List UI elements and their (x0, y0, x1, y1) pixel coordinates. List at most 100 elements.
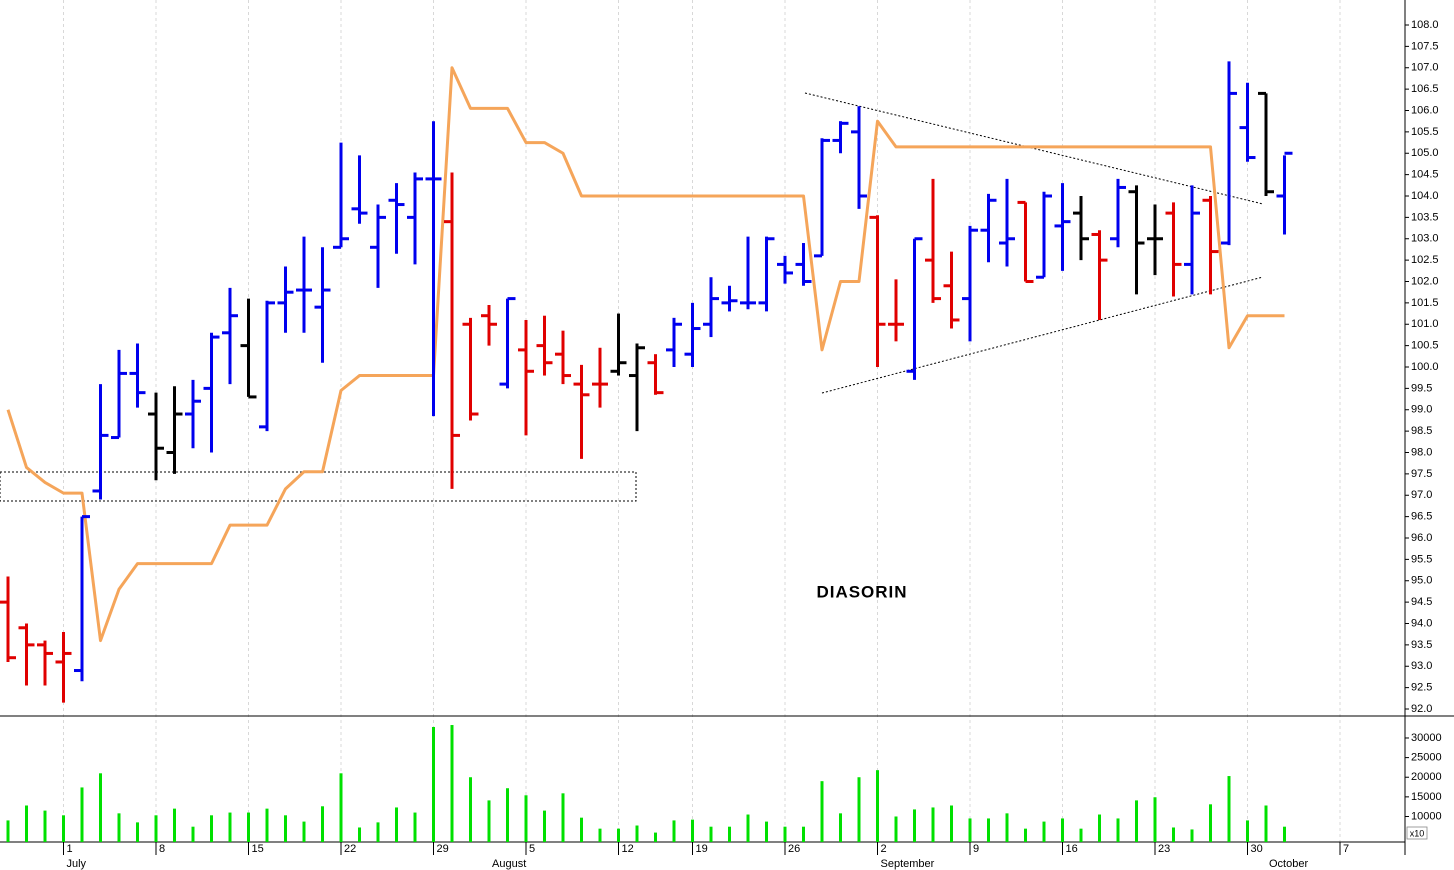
y-tick-label: 102.0 (1411, 275, 1439, 287)
volume-bar (487, 800, 491, 842)
x-tick-label: 30 (1251, 843, 1263, 855)
y-tick-label: 107.0 (1411, 62, 1439, 74)
volume-bar (154, 815, 158, 842)
y-tick-label: 93.0 (1411, 660, 1432, 672)
volume-bar (894, 816, 898, 842)
chart-title: DIASORIN (816, 582, 907, 601)
volume-bar (25, 805, 28, 842)
volume-bar (99, 773, 102, 842)
volume-bar (820, 781, 824, 842)
y-tick-label: 96.0 (1411, 532, 1432, 544)
x-tick-label: 16 (1066, 843, 1078, 855)
y-tick-label: 104.0 (1411, 190, 1439, 202)
volume-bar (543, 810, 546, 842)
y-tick-label: 101.5 (1411, 297, 1439, 309)
volume-bar (228, 812, 232, 842)
x-tick-label: 5 (529, 843, 535, 855)
y-tick-label: 105.0 (1411, 147, 1439, 159)
y-tick-label: 98.0 (1411, 446, 1432, 458)
volume-bar (1227, 776, 1231, 842)
y-tick-label: 103.0 (1411, 233, 1439, 245)
y-tick-label: 98.5 (1411, 425, 1432, 437)
x-tick-label: 19 (696, 843, 708, 855)
volume-bar (691, 819, 694, 842)
volume-bar (210, 815, 213, 842)
volume-tick-label: 15000 (1411, 791, 1442, 803)
month-label: August (492, 858, 526, 870)
volume-bar (191, 826, 195, 842)
volume-bar (376, 822, 380, 842)
volume-bar (580, 817, 583, 842)
volume-bar (339, 773, 343, 842)
x-tick-label: 23 (1158, 843, 1170, 855)
x-tick-label: 29 (437, 843, 449, 855)
y-tick-label: 100.0 (1411, 361, 1439, 373)
volume-bar (598, 828, 602, 842)
volume-bar (746, 814, 750, 842)
y-tick-label: 103.5 (1411, 211, 1439, 223)
volume-bar (617, 828, 620, 842)
y-tick-label: 95.5 (1411, 553, 1432, 565)
volume-bar (839, 813, 842, 842)
volume-bar (950, 805, 953, 842)
volume-tick-label: 20000 (1411, 771, 1442, 783)
volume-bar (62, 815, 65, 842)
volume-bar (469, 777, 472, 842)
volume-bar (43, 810, 47, 842)
volume-bar (1135, 800, 1138, 842)
volume-bar (1153, 797, 1157, 842)
y-tick-label: 107.5 (1411, 40, 1439, 52)
y-tick-label: 99.0 (1411, 404, 1432, 416)
volume-bar (173, 808, 176, 842)
month-label: October (1269, 858, 1308, 870)
volume-bar (1172, 827, 1175, 842)
volume-bar (506, 788, 509, 842)
volume-bar (1190, 829, 1194, 842)
volume-unit-label: x10 (1410, 828, 1425, 838)
volume-bar (1209, 804, 1212, 842)
volume-bar (1098, 814, 1101, 842)
volume-bar (783, 826, 787, 842)
volume-bar (968, 818, 972, 842)
volume-bar (765, 821, 768, 842)
volume-bar (1283, 826, 1286, 842)
volume-bar (265, 808, 269, 842)
volume-bar (1079, 828, 1083, 842)
volume-bar (876, 770, 879, 842)
volume-bar (395, 807, 398, 842)
volume-bar (1246, 820, 1249, 842)
trendline-upper (804, 92, 1264, 205)
x-tick-label: 1 (67, 843, 73, 855)
volume-bar (931, 807, 935, 842)
y-tick-label: 106.5 (1411, 83, 1439, 95)
x-tick-label: 9 (973, 843, 979, 855)
volume-bar (321, 806, 324, 842)
y-tick-label: 96.5 (1411, 511, 1432, 523)
unit-box (1406, 826, 1428, 840)
volume-tick-label: 10000 (1411, 810, 1442, 822)
volume-bar (432, 726, 435, 842)
y-tick-label: 108.0 (1411, 19, 1439, 31)
volume-bar (561, 793, 565, 842)
y-tick-label: 99.5 (1411, 382, 1432, 394)
volume-bar (117, 813, 121, 842)
volume-bar (1005, 813, 1009, 842)
month-label: September (881, 858, 935, 870)
volume-bar (654, 832, 657, 842)
indicator-line (6, 66, 1285, 643)
y-tick-label: 101.0 (1411, 318, 1439, 330)
volume-bar (1061, 818, 1064, 842)
y-tick-label: 104.5 (1411, 169, 1439, 181)
volume-tick-label: 30000 (1411, 732, 1442, 744)
y-tick-label: 92.0 (1411, 703, 1432, 715)
y-tick-label: 97.5 (1411, 468, 1432, 480)
x-tick-label: 7 (1343, 843, 1349, 855)
y-tick-label: 93.5 (1411, 639, 1432, 651)
x-tick-label: 22 (344, 843, 356, 855)
volume-bar (80, 787, 84, 842)
volume-bar (802, 826, 805, 842)
volume-bar (913, 809, 916, 842)
y-tick-label: 102.5 (1411, 254, 1439, 266)
